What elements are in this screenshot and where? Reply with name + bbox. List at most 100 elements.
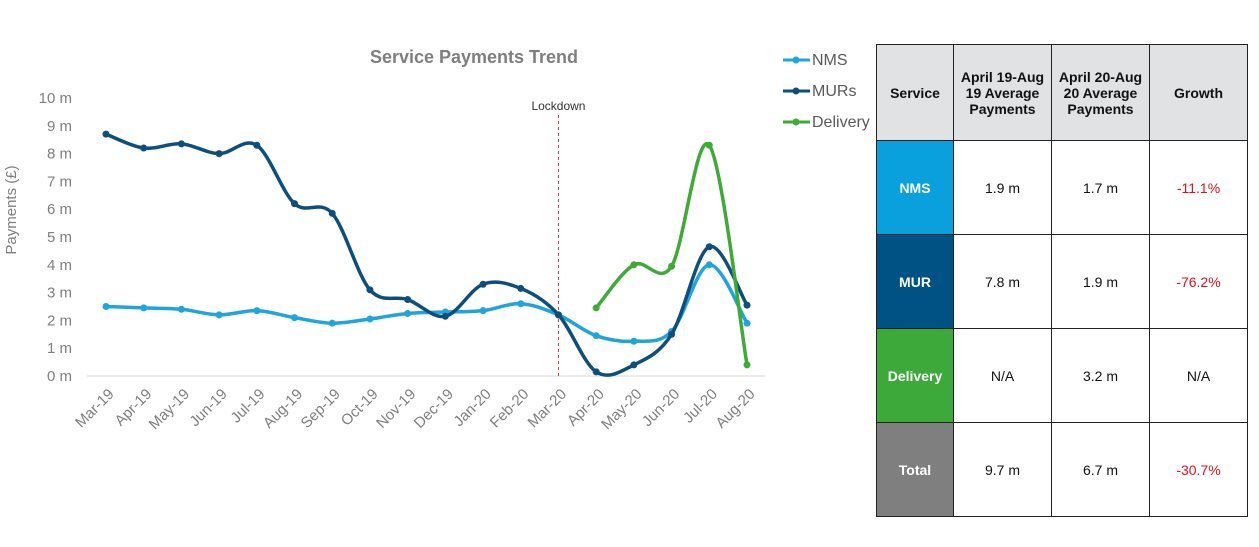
summary-table: Service April 19-Aug 19 Average Payments… (876, 44, 1248, 517)
point (743, 361, 751, 369)
y-tick-label: 0 m (47, 368, 72, 385)
x-tick-label: Nov-19 (373, 386, 419, 432)
legend-dot (792, 56, 800, 64)
point (253, 141, 261, 149)
point (630, 261, 638, 269)
point (102, 130, 110, 138)
x-tick-label: Feb-20 (487, 386, 533, 432)
y-tick-label: 9 m (47, 118, 72, 135)
point (705, 261, 713, 269)
point (592, 368, 600, 376)
service-cell: NMS (876, 140, 954, 235)
value-cell: 7.8 m (953, 234, 1052, 329)
chart-title: Service Payments Trend (370, 47, 578, 67)
annotation: Lockdown (531, 99, 585, 113)
point (592, 304, 600, 312)
point (215, 150, 223, 158)
point (140, 304, 148, 312)
value-cell: -76.2% (1149, 234, 1248, 329)
point (743, 319, 751, 327)
service-cell: MUR (876, 234, 954, 329)
point (705, 141, 713, 149)
table-row: MUR 7.8 m 1.9 m -76.2% (876, 234, 1248, 329)
point (705, 243, 713, 251)
point (177, 140, 185, 148)
x-tick-label: Jun-20 (639, 386, 683, 430)
point (479, 307, 487, 315)
value-cell: 6.7 m (1051, 422, 1150, 517)
point (517, 284, 525, 292)
point (328, 319, 336, 327)
header-cell: April 20-Aug 20 Average Payments (1051, 44, 1150, 141)
x-tick-label: May-19 (146, 386, 193, 433)
series-line (105, 263, 749, 344)
point (668, 262, 676, 270)
x-tick-label: Dec-19 (411, 386, 457, 432)
value-cell: 9.7 m (953, 422, 1052, 517)
point (366, 286, 374, 294)
point (328, 209, 336, 217)
point (441, 312, 449, 320)
y-tick-label: 5 m (47, 229, 72, 246)
point (291, 314, 299, 322)
table-row: Total 9.7 m 6.7 m -30.7% (876, 422, 1248, 517)
table-row: Delivery N/A 3.2 m N/A (876, 328, 1248, 423)
x-tick-label: Mar-19 (72, 386, 118, 432)
x-tick-label: Jan-20 (450, 386, 494, 430)
y-tick-label: 10 m (39, 90, 72, 107)
point (404, 309, 412, 317)
value-cell: N/A (953, 328, 1052, 423)
service-cell: Delivery (876, 328, 954, 423)
value-cell: -30.7% (1149, 422, 1248, 517)
header-cell: Service (876, 44, 954, 141)
value-cell: -11.1% (1149, 140, 1248, 235)
point (630, 361, 638, 369)
point (479, 280, 487, 288)
y-tick-label: 3 m (47, 285, 72, 302)
value-cell: 1.9 m (953, 140, 1052, 235)
point (743, 301, 751, 309)
point (517, 300, 525, 308)
chart: Service Payments Trend Payments (£) 0 m 1… (3, 47, 870, 433)
x-tick-label: Aug-20 (712, 386, 758, 432)
value-cell: 1.7 m (1051, 140, 1150, 235)
y-tick-label: 1 m (47, 340, 72, 357)
point (140, 144, 148, 152)
point (215, 311, 223, 319)
point (366, 315, 374, 323)
legend-label: Delivery (812, 114, 870, 131)
point (668, 330, 676, 338)
series-line (105, 132, 749, 377)
legend-dot (792, 87, 800, 95)
point (630, 337, 638, 345)
header-cell: Growth (1149, 44, 1248, 141)
y-tick-label: 2 m (47, 312, 72, 329)
x-tick-label: Aug-19 (260, 386, 306, 432)
legend-label: NMS (812, 52, 848, 69)
point (253, 307, 261, 315)
point (404, 296, 412, 304)
value-cell: 3.2 m (1051, 328, 1150, 423)
x-tick-label: May-20 (598, 386, 645, 433)
value-cell: 1.9 m (1051, 234, 1150, 329)
legend-label: MURs (812, 83, 856, 100)
header-row: Service April 19-Aug 19 Average Payments… (876, 44, 1248, 141)
value-cell: N/A (1149, 328, 1248, 423)
point (291, 200, 299, 208)
x-tick-label: Sep-19 (298, 386, 344, 432)
y-tick-label: 6 m (47, 201, 72, 218)
y-tick-label: 8 m (47, 146, 72, 163)
x-tick-label: Mar-20 (525, 386, 571, 432)
y-tick-label: 4 m (47, 257, 72, 274)
table-row: NMS 1.9 m 1.7 m -11.1% (876, 140, 1248, 235)
legend-dot (792, 118, 800, 126)
header-cell: April 19-Aug 19 Average Payments (953, 44, 1052, 141)
point (554, 311, 562, 319)
point (592, 332, 600, 340)
point (177, 305, 185, 313)
x-tick-label: Jun-19 (186, 386, 230, 430)
point (102, 303, 110, 310)
y-tick-label: 7 m (47, 173, 72, 190)
y-axis-label: Payments (£) (3, 165, 20, 254)
